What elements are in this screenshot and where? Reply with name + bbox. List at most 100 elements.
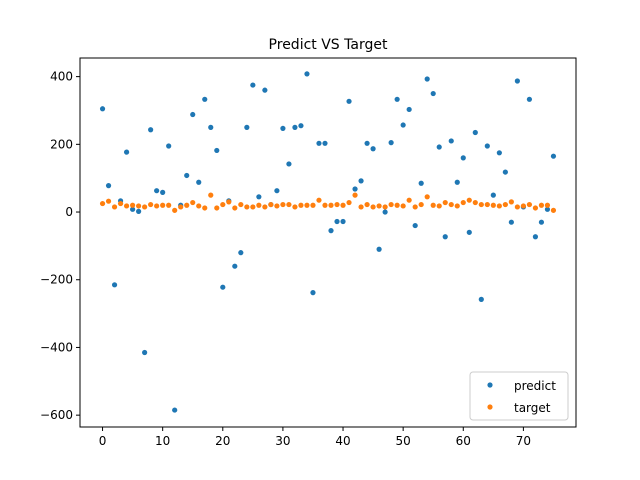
point-predict bbox=[508, 219, 514, 225]
point-predict bbox=[238, 250, 244, 256]
point-predict bbox=[304, 71, 310, 77]
point-target bbox=[220, 201, 226, 208]
point-predict bbox=[244, 124, 250, 130]
point-target bbox=[454, 203, 460, 209]
y-tick-label: −200 bbox=[40, 273, 73, 287]
point-predict bbox=[532, 234, 539, 240]
point-predict bbox=[478, 296, 484, 302]
point-target bbox=[526, 201, 533, 208]
point-predict bbox=[328, 228, 334, 234]
point-target bbox=[394, 202, 400, 208]
point-predict bbox=[352, 186, 358, 192]
point-target bbox=[370, 204, 376, 210]
plot-frame bbox=[79, 57, 577, 428]
point-target bbox=[334, 201, 340, 208]
point-target bbox=[184, 202, 190, 208]
y-tick-label: 200 bbox=[50, 137, 73, 151]
point-predict bbox=[196, 179, 202, 185]
point-predict bbox=[430, 90, 436, 97]
point-predict bbox=[322, 140, 328, 146]
legend-marker-target bbox=[487, 404, 493, 410]
point-predict bbox=[454, 179, 460, 185]
point-target bbox=[250, 204, 256, 210]
series-target bbox=[99, 192, 557, 213]
point-target bbox=[400, 203, 406, 209]
point-predict bbox=[502, 169, 508, 175]
point-predict bbox=[172, 407, 178, 413]
point-predict bbox=[340, 218, 346, 225]
point-target bbox=[310, 202, 316, 208]
point-target bbox=[442, 199, 448, 206]
point-target bbox=[322, 202, 328, 208]
y-tick-label: −600 bbox=[40, 408, 73, 422]
point-target bbox=[304, 202, 310, 208]
x-tick-label: 20 bbox=[215, 434, 230, 448]
point-target bbox=[226, 199, 232, 205]
point-predict bbox=[292, 124, 298, 130]
point-target bbox=[280, 201, 286, 208]
point-predict bbox=[406, 106, 412, 113]
point-predict bbox=[544, 206, 551, 212]
point-predict bbox=[130, 206, 136, 212]
point-predict bbox=[436, 144, 442, 150]
point-target bbox=[316, 197, 322, 203]
point-predict bbox=[418, 180, 424, 186]
point-predict bbox=[184, 172, 190, 179]
chart-title: Predict VS Target bbox=[269, 37, 388, 53]
point-predict bbox=[316, 140, 322, 146]
y-tick-label: 400 bbox=[50, 70, 73, 84]
point-predict bbox=[250, 82, 256, 88]
point-target bbox=[514, 204, 520, 210]
point-target bbox=[448, 201, 454, 208]
point-target bbox=[196, 203, 202, 209]
point-target bbox=[142, 204, 148, 210]
point-predict bbox=[484, 143, 490, 149]
point-target bbox=[130, 202, 136, 208]
point-predict bbox=[514, 78, 520, 84]
point-predict bbox=[400, 122, 406, 128]
point-predict bbox=[142, 349, 148, 356]
point-predict bbox=[274, 188, 280, 194]
point-predict bbox=[190, 111, 196, 118]
x-tick-label: 10 bbox=[155, 434, 170, 448]
point-target bbox=[244, 204, 250, 210]
x-tick-label: 50 bbox=[396, 434, 411, 448]
y-tick-label: 0 bbox=[65, 205, 73, 219]
x-axis: 0 10 20 30 40 50 60 70 bbox=[99, 427, 531, 448]
point-predict bbox=[262, 87, 268, 93]
point-target bbox=[148, 201, 154, 208]
legend-marker-predict bbox=[487, 382, 493, 388]
point-predict bbox=[376, 246, 382, 252]
legend-label-target: target bbox=[514, 401, 551, 415]
point-target bbox=[520, 203, 526, 209]
point-predict bbox=[99, 106, 106, 112]
y-tick-label: −400 bbox=[40, 340, 73, 354]
y-axis: −600 −400 −200 0 200 400 bbox=[40, 70, 80, 422]
point-predict bbox=[256, 194, 262, 200]
point-target bbox=[256, 202, 262, 208]
point-target bbox=[376, 203, 382, 209]
point-target bbox=[160, 202, 166, 208]
point-target bbox=[202, 205, 208, 211]
point-predict bbox=[424, 76, 430, 82]
point-target bbox=[238, 201, 244, 208]
point-predict bbox=[466, 229, 472, 235]
point-predict bbox=[202, 96, 208, 102]
point-target bbox=[358, 204, 364, 210]
x-tick-label: 0 bbox=[99, 434, 107, 448]
point-target bbox=[388, 201, 394, 208]
point-target bbox=[208, 192, 214, 198]
point-target bbox=[412, 204, 418, 210]
point-target bbox=[472, 199, 478, 206]
point-target bbox=[123, 203, 130, 209]
point-target bbox=[544, 202, 551, 208]
point-target bbox=[154, 203, 160, 209]
legend: predict target bbox=[469, 371, 569, 421]
point-target bbox=[190, 199, 196, 206]
point-target bbox=[111, 204, 118, 210]
point-target bbox=[346, 199, 352, 206]
point-target bbox=[99, 200, 106, 207]
point-predict bbox=[334, 218, 340, 225]
point-target bbox=[466, 197, 472, 203]
